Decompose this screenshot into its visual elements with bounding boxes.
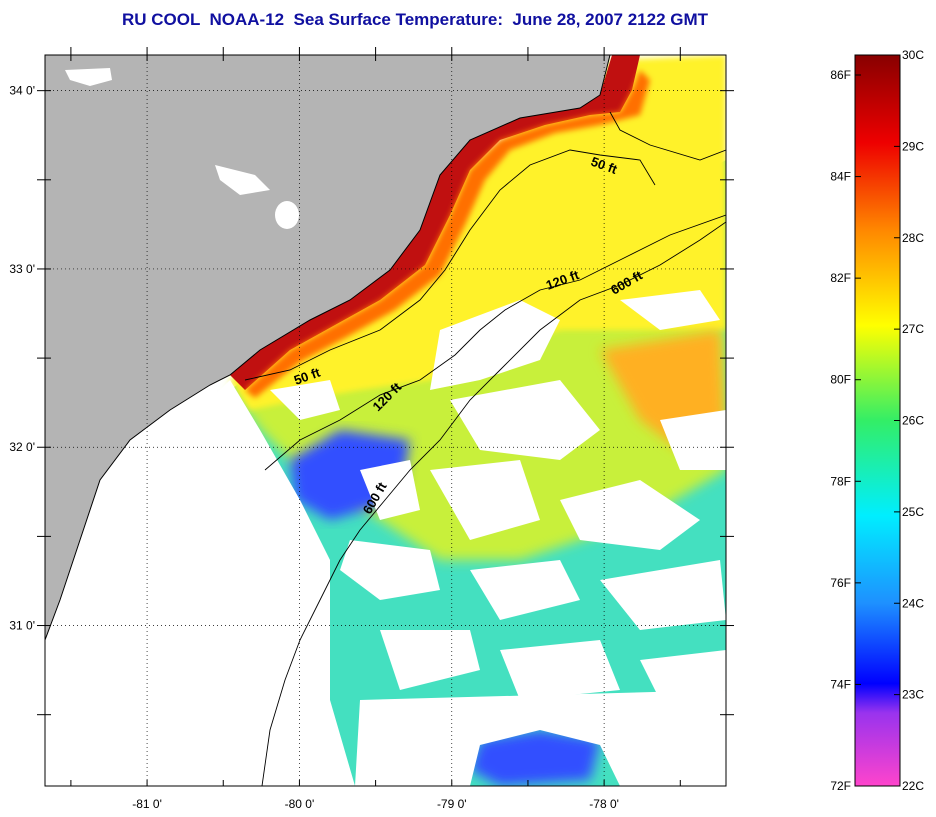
lat-tick-label: 32 0' [9, 440, 35, 454]
colorbar-label-fahrenheit: 86F [830, 68, 851, 82]
colorbar-gradient [854, 54, 901, 787]
bathymetry-contours [244, 111, 726, 786]
graticule [45, 55, 726, 786]
colorbar-label-fahrenheit: 78F [830, 474, 851, 488]
colorbar-label-celsius: 30C [902, 48, 924, 62]
colorbar-label-fahrenheit: 80F [830, 373, 851, 387]
colorbar-label-celsius: 26C [902, 414, 924, 428]
colorbar-labels: 86F 84F 82F 80F 78F 76F 74F 72F 30C 29C 28C 27C 26C 2… [830, 48, 924, 793]
colorbar-label-celsius: 28C [902, 231, 924, 245]
map-frame [44, 54, 727, 787]
contour-50ft [244, 111, 726, 381]
colorbar-label-celsius: 27C [902, 322, 924, 336]
coastline [45, 55, 611, 641]
colorbar-label-celsius: 23C [902, 688, 924, 702]
lat-tick-label: 34 0' [9, 84, 35, 98]
lat-tick-label: 33 0' [9, 262, 35, 276]
land-features [45, 68, 330, 786]
lon-tick-label: -81 0' [132, 797, 162, 811]
lon-tick-label: -78 0' [589, 797, 619, 811]
map-plot-area: 50 ft 120 ft 600 ft 50 ft 120 ft 600 ft [45, 55, 726, 786]
map-title: RU COOL NOAA-12 Sea Surface Temperature:… [121, 10, 709, 29]
sst-coastal-orange-band [245, 70, 650, 398]
colorbar-label-celsius: 29C [902, 139, 924, 153]
colorbar-label-celsius: 25C [902, 505, 924, 519]
lon-tick-label: -80 0' [285, 797, 315, 811]
axis-ticks: -81 0' -80 0' -79 0' -78 0' 34 0' 33 0' 32 0' 3… [9, 47, 734, 811]
colorbar: 86F 84F 82F 80F 78F 76F 74F 72F 30C 29C 28C 27C 26C 2… [830, 48, 924, 793]
cloud-mask [270, 290, 726, 786]
colorbar-label-celsius: 22C [902, 779, 924, 793]
colorbar-label-fahrenheit: 72F [830, 779, 851, 793]
lon-tick-label: -79 0' [437, 797, 467, 811]
contour-120ft [264, 214, 726, 471]
colorbar-label-fahrenheit: 84F [830, 170, 851, 184]
sst-cold-patch-south [470, 730, 600, 786]
colorbar-label-celsius: 24C [902, 596, 924, 610]
colorbar-label-fahrenheit: 74F [830, 677, 851, 691]
contour-600ft [261, 221, 726, 786]
land-mass [45, 55, 610, 640]
lat-tick-label: 31 0' [9, 619, 35, 633]
colorbar-label-fahrenheit: 82F [830, 271, 851, 285]
colorbar-label-fahrenheit: 76F [830, 576, 851, 590]
sst-coastal-hot-band [230, 55, 640, 390]
